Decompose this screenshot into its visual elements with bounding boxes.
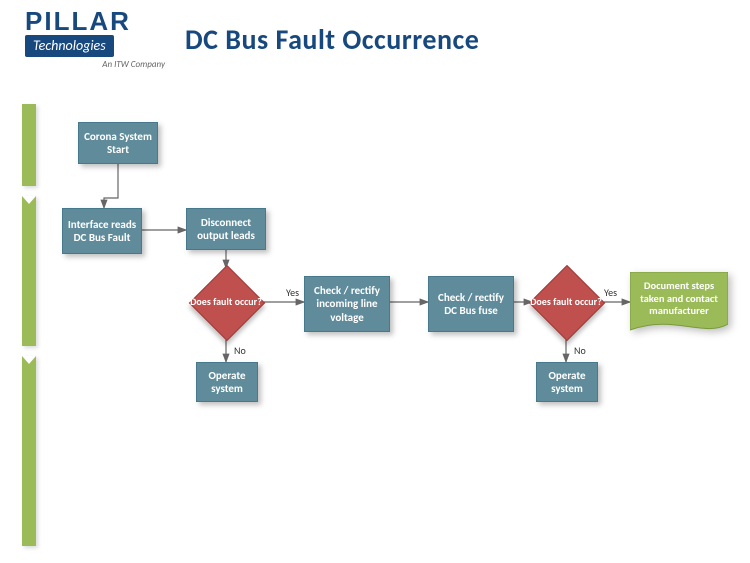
flow-edge-label-dec2-document: Yes	[604, 286, 617, 299]
swimlane-band	[22, 196, 36, 346]
flow-node-interface: Interface reads DC Bus Fault	[62, 208, 142, 254]
flow-edge-label-dec1-checkline: Yes	[286, 286, 299, 299]
flow-node-operate1: Operate system	[196, 362, 258, 402]
flow-node-operate2: Operate system	[536, 362, 598, 402]
flow-node-checkline: Check / rectify incoming line voltage	[304, 276, 390, 332]
flow-node-disconnect: Disconnect output leads	[186, 208, 266, 250]
flow-decision-dec2: Does fault occur?	[540, 276, 592, 328]
swimlane-band	[22, 356, 36, 546]
flow-edge-start-interface	[104, 164, 118, 208]
logo: PILLAR Technologies An ITW Company	[25, 10, 165, 70]
flow-edge-label-dec1-operate1: No	[234, 344, 246, 357]
flow-node-checkfuse: Check / rectify DC Bus fuse	[428, 276, 514, 332]
flow-terminator-document: Document steps taken and contact manufac…	[630, 272, 728, 334]
logo-tagline: An ITW Company	[25, 59, 165, 70]
swimlane-band	[22, 104, 36, 186]
flow-node-start: Corona System Start	[78, 122, 158, 164]
logo-brand: PILLAR	[25, 10, 165, 33]
page-title: DC Bus Fault Occurrence	[185, 22, 479, 57]
flow-decision-dec1: Does fault occur?	[200, 276, 252, 328]
flow-edge-label-dec2-operate2: No	[574, 344, 586, 357]
logo-sub-brand: Technologies	[25, 35, 114, 57]
